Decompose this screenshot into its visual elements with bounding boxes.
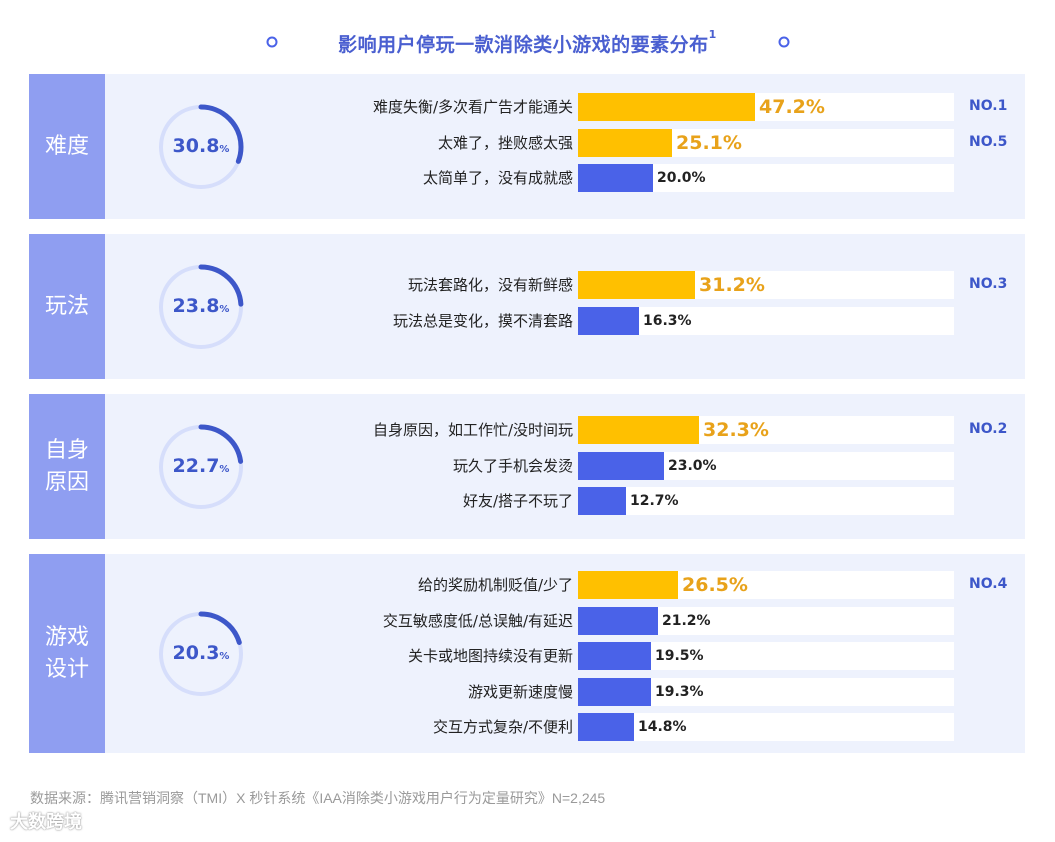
bar-value-label: 19.5% bbox=[655, 648, 704, 664]
share-ring bbox=[158, 104, 244, 189]
bar-category-label: 难度失衡/多次看广告才能通关 bbox=[372, 98, 573, 116]
bar-value-label: 47.2% bbox=[759, 96, 825, 118]
bar-category-label: 给的奖励机制贬值/少了 bbox=[417, 576, 573, 594]
share-value: 20.3% bbox=[157, 642, 245, 664]
watermark-logo: 大数跨境 bbox=[10, 812, 82, 833]
bar-track: 19.3% bbox=[578, 677, 954, 706]
bar-value-label: 31.2% bbox=[699, 274, 765, 296]
bar-value-label: 25.1% bbox=[676, 131, 742, 154]
bar bbox=[578, 271, 695, 299]
bar bbox=[578, 677, 651, 706]
bar bbox=[578, 416, 699, 444]
chart-title-text: 影响用户停玩一款消除类小游戏的要素分布 bbox=[338, 34, 709, 56]
bar-track: 26.5% bbox=[578, 571, 954, 599]
group-label: 玩法 bbox=[29, 234, 105, 379]
share-value: 22.7% bbox=[157, 455, 245, 477]
share-ring-arc bbox=[158, 104, 244, 189]
bar bbox=[578, 571, 678, 599]
group-panel: 自身 原因 22.7% 自身原因，如工作忙/没时间玩 32.3% 玩久了手机会发烫 23.… bbox=[29, 394, 1025, 539]
chart-title: 影响用户停玩一款消除类小游戏的要素分布1 bbox=[0, 28, 1055, 57]
bar-value-label: 16.3% bbox=[643, 312, 692, 329]
rank-badge: NO.3 bbox=[969, 276, 1008, 292]
group-label: 难度 bbox=[29, 74, 105, 219]
bar bbox=[578, 642, 651, 670]
share-ring bbox=[158, 611, 244, 696]
rank-badge: NO.5 bbox=[969, 133, 1008, 150]
bar bbox=[578, 606, 658, 635]
share-ring bbox=[158, 264, 244, 349]
bar-track: 16.3% bbox=[578, 306, 954, 335]
share-ring-arc bbox=[158, 264, 244, 349]
bar-category-label: 玩久了手机会发烫 bbox=[452, 456, 573, 475]
share-number: 30.8 bbox=[172, 134, 220, 157]
source-note: 数据来源：腾讯营销洞察（TMI）X 秒针系统《IAA消除类小游戏用户行为定量研究… bbox=[30, 790, 606, 806]
bar-value-label: 21.2% bbox=[662, 612, 711, 629]
bar-track: 31.2% bbox=[578, 271, 954, 299]
share-number: 20.3 bbox=[172, 641, 220, 664]
share-ring-arc bbox=[158, 424, 244, 509]
group-label-text: 自身 原因 bbox=[44, 437, 89, 495]
bar-value-label: 23.0% bbox=[668, 457, 717, 474]
bar-track: 23.0% bbox=[578, 451, 954, 480]
bar-category-label: 好友/搭子不玩了 bbox=[462, 492, 573, 510]
bar-value-label: 20.0% bbox=[657, 170, 706, 186]
share-number: 23.8 bbox=[172, 294, 220, 317]
share-unit: % bbox=[219, 303, 230, 315]
bar bbox=[578, 713, 634, 741]
bar-category-label: 关卡或地图持续没有更新 bbox=[407, 647, 573, 665]
share-unit: % bbox=[219, 143, 230, 155]
group-label-text: 玩法 bbox=[44, 293, 89, 319]
bar-category-label: 玩法总是变化，摸不清套路 bbox=[392, 311, 573, 330]
bar-track: 12.7% bbox=[578, 487, 954, 515]
title-dot-left bbox=[266, 36, 278, 48]
bar bbox=[578, 93, 755, 121]
bar-category-label: 交互敏感度低/总误触/有延迟 bbox=[382, 611, 573, 630]
title-footnote-mark: 1 bbox=[708, 28, 717, 41]
title-decoration bbox=[95, 36, 960, 48]
group-label-text: 游戏 设计 bbox=[44, 624, 89, 682]
bar-track: 25.1% bbox=[578, 128, 954, 157]
bar-value-label: 26.5% bbox=[682, 574, 748, 596]
bar-value-label: 19.3% bbox=[655, 683, 704, 700]
share-unit: % bbox=[219, 650, 230, 662]
share-value: 23.8% bbox=[157, 295, 245, 317]
bar-track: 14.8% bbox=[578, 713, 954, 741]
bar-track: 21.2% bbox=[578, 606, 954, 635]
bar-track: 47.2% bbox=[578, 93, 954, 121]
rank-badge: NO.4 bbox=[969, 576, 1008, 592]
bar-track: 20.0% bbox=[578, 164, 954, 192]
group-panel: 玩法 23.8% 玩法套路化，没有新鲜感 31.2% 玩法总是变化，摸不清套路 16.3%… bbox=[29, 234, 1025, 379]
group-label: 自身 原因 bbox=[29, 394, 105, 539]
share-number: 22.7 bbox=[172, 454, 220, 477]
bar-category-label: 交互方式复杂/不便利 bbox=[432, 718, 573, 736]
chart-header: 影响用户停玩一款消除类小游戏的要素分布1 bbox=[0, 0, 1055, 84]
group-panel: 游戏 设计 20.3% 给的奖励机制贬值/少了 26.5% 交互敏感度低/总误触/有延迟… bbox=[29, 554, 1025, 753]
bar bbox=[578, 164, 653, 192]
share-unit: % bbox=[219, 463, 230, 475]
bar-category-label: 自身原因，如工作忙/没时间玩 bbox=[372, 421, 573, 439]
share-ring bbox=[158, 424, 244, 509]
share-value: 30.8% bbox=[157, 135, 245, 157]
bar-value-label: 32.3% bbox=[703, 419, 769, 441]
bar-track: 19.5% bbox=[578, 642, 954, 670]
bar-category-label: 玩法套路化，没有新鲜感 bbox=[407, 276, 573, 294]
bar bbox=[578, 451, 664, 480]
bar bbox=[578, 128, 672, 157]
rank-badge: NO.1 bbox=[969, 98, 1008, 114]
group-label: 游戏 设计 bbox=[29, 554, 105, 753]
bar-category-label: 太简单了，没有成就感 bbox=[422, 169, 573, 187]
bar-category-label: 太难了，挫败感太强 bbox=[437, 133, 573, 152]
bar-category-label: 游戏更新速度慢 bbox=[467, 682, 573, 701]
bar-value-label: 12.7% bbox=[630, 493, 679, 509]
rank-badge: NO.2 bbox=[969, 421, 1008, 437]
bar bbox=[578, 306, 639, 335]
bar-value-label: 14.8% bbox=[638, 719, 687, 735]
share-ring-arc bbox=[158, 611, 244, 696]
group-panel: 难度 30.8% 难度失衡/多次看广告才能通关 47.2% 太难了，挫败感太强 25.1%… bbox=[29, 74, 1025, 219]
bar bbox=[578, 487, 626, 515]
bar-track: 32.3% bbox=[578, 416, 954, 444]
group-label-text: 难度 bbox=[44, 133, 89, 159]
